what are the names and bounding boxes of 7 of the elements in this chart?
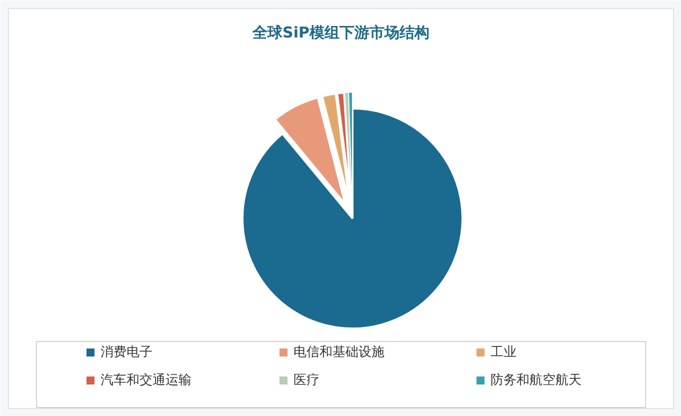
legend-label: 汽车和交通运输: [100, 372, 192, 388]
legend-label: 消费电子: [100, 345, 152, 360]
legend-label: 电信和基础设施: [294, 345, 384, 360]
legend-label: 医疗: [294, 373, 320, 388]
legend-label: 防务和航空航天: [490, 373, 582, 388]
legend-label: 工业: [490, 345, 516, 360]
chart-title: 全球SiP模组下游市场结构: [252, 24, 430, 42]
